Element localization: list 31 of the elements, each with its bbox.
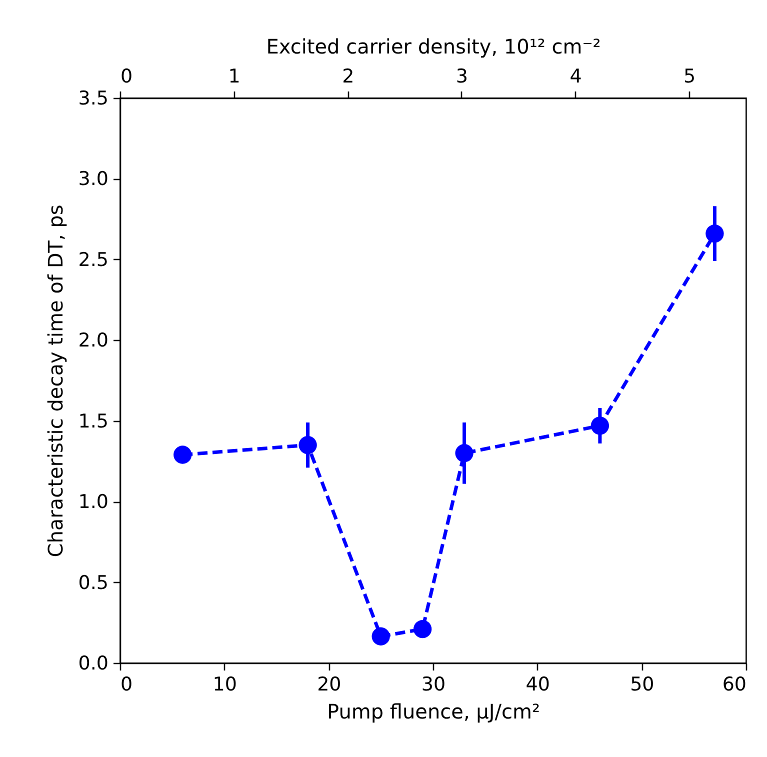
y-tick-label: 3.0: [78, 168, 108, 190]
point: [174, 446, 192, 464]
y-tick-label: 0.0: [78, 652, 108, 674]
point: [590, 416, 610, 435]
point: [413, 620, 432, 638]
x-tick-label: 60: [722, 674, 746, 696]
x2-tick-label: 5: [684, 66, 696, 88]
x2-tick-label: 0: [120, 66, 133, 88]
x2-tick-label: 3: [456, 66, 468, 88]
x-tick-label: 30: [421, 674, 446, 696]
x2-tick-label: 2: [342, 66, 354, 88]
y-axis-title: Characteristic decay time of DT, ps: [43, 204, 68, 558]
x-tick-label: 20: [317, 674, 342, 696]
point: [706, 224, 724, 243]
x2-tick-label: 1: [228, 66, 240, 88]
x2-tick-label: 4: [570, 66, 582, 88]
x-axis-title: Pump fluence, μJ/cm²: [326, 700, 540, 724]
point: [372, 627, 390, 646]
y-tick-label: 2.0: [78, 330, 108, 352]
x-tick-label: 50: [630, 674, 654, 696]
point: [298, 436, 317, 454]
x-tick-label: 0: [120, 674, 133, 696]
point: [455, 444, 474, 462]
y-tick-label: 0.5: [78, 572, 108, 594]
x2-axis-title: Excited carrier density, 10¹² cm⁻²: [266, 34, 601, 58]
y-tick-label: 1.0: [78, 491, 108, 514]
y-tick-label: 1.5: [78, 410, 108, 432]
y-tick-label: 3.5: [78, 88, 108, 110]
x-tick-label: 40: [526, 674, 550, 696]
y-tick-label: 2.5: [78, 248, 108, 271]
x-tick-label: 10: [212, 674, 237, 696]
